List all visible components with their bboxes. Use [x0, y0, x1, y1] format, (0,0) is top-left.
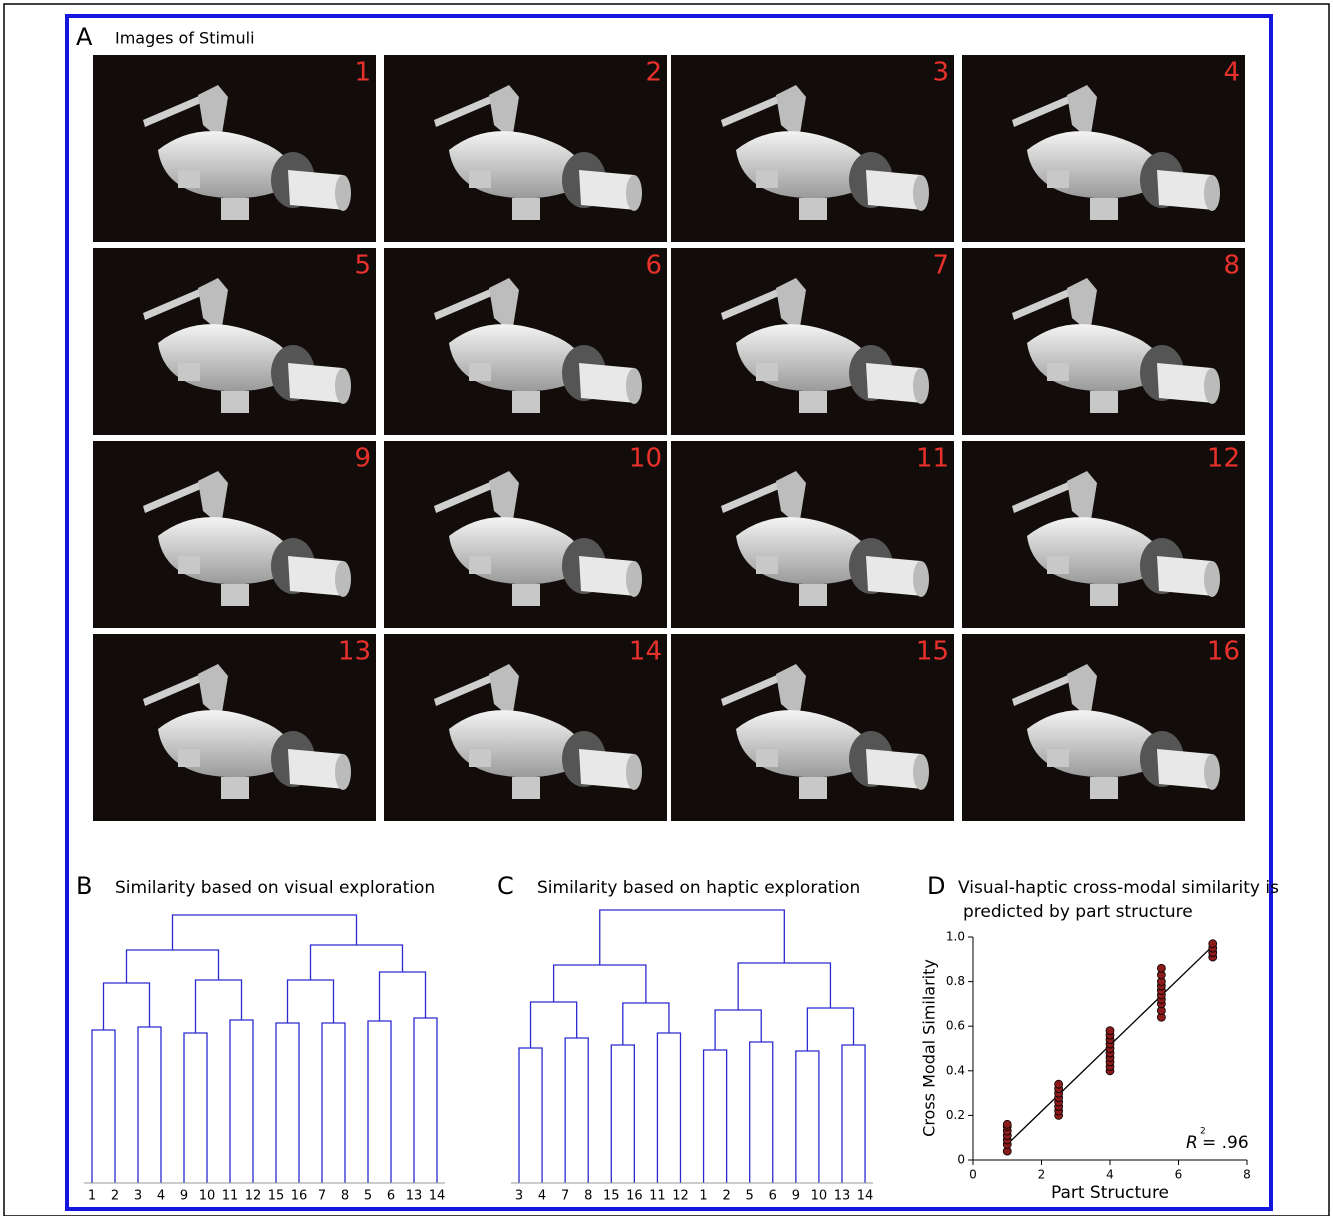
image-number: 2	[645, 58, 662, 88]
leaf-label: 8	[341, 1189, 349, 1204]
image-number: 6	[645, 251, 662, 281]
leaf-label: 9	[792, 1189, 800, 1204]
chart-title: Visual-haptic cross-modal similarity is	[958, 878, 1279, 898]
leaf-label: 7	[318, 1189, 326, 1204]
data-point	[1157, 964, 1165, 972]
leaf-label: 1	[88, 1189, 96, 1204]
stimulus-image	[962, 634, 1245, 821]
leaf-label: 7	[561, 1189, 569, 1204]
stimulus-image	[962, 441, 1245, 628]
panel-title: Similarity based on visual exploration	[115, 878, 435, 898]
stimulus-image	[384, 634, 667, 821]
y-axis-label: Cross Modal Similarity	[920, 959, 939, 1137]
stimulus-image	[384, 55, 667, 242]
leaf-label: 16	[291, 1189, 308, 1204]
leaf-label: 15	[603, 1189, 620, 1204]
y-tick-label: 0	[957, 1153, 965, 1167]
stimulus-image	[93, 55, 376, 242]
stimulus-image	[962, 248, 1245, 435]
leaf-label: 2	[111, 1189, 119, 1204]
image-number: 7	[932, 251, 949, 281]
x-axis-label: Part Structure	[1051, 1183, 1169, 1203]
stimulus-image	[93, 634, 376, 821]
leaf-label: 10	[811, 1189, 828, 1204]
image-number: 10	[629, 444, 662, 474]
panel-label: D	[927, 872, 945, 900]
leaf-label: 8	[584, 1189, 592, 1204]
leaf-label: 13	[406, 1189, 423, 1204]
leaf-label: 3	[134, 1189, 142, 1204]
image-number: 8	[1223, 251, 1240, 281]
stimulus-image	[671, 634, 954, 821]
leaf-label: 12	[245, 1189, 262, 1204]
x-tick-label: 4	[1106, 1168, 1114, 1182]
figure: A Images of Stimuli B Similarity based o…	[0, 0, 1333, 1216]
panel-title: Similarity based on haptic exploration	[537, 878, 860, 898]
stimulus-image	[671, 248, 954, 435]
leaf-label: 5	[746, 1189, 754, 1204]
image-number: 5	[354, 251, 371, 281]
leaf-label: 15	[268, 1189, 285, 1204]
data-point	[1209, 940, 1217, 948]
image-number: 3	[932, 58, 949, 88]
leaf-label: 11	[222, 1189, 239, 1204]
leaf-label: 14	[429, 1189, 446, 1204]
image-number: 14	[629, 637, 662, 667]
y-tick-label: 0.6	[946, 1019, 965, 1033]
panel-label: B	[76, 872, 92, 900]
leaf-label: 4	[538, 1189, 546, 1204]
data-point	[1003, 1120, 1011, 1128]
y-tick-label: 0.4	[946, 1063, 965, 1077]
leaf-label: 9	[180, 1189, 188, 1204]
leaf-label: 10	[199, 1189, 216, 1204]
y-tick-label: 1.0	[946, 930, 965, 944]
stimulus-image	[384, 248, 667, 435]
data-point	[1106, 1027, 1114, 1035]
image-number: 13	[338, 637, 371, 667]
leaf-label: 12	[672, 1189, 689, 1204]
x-tick-label: 0	[969, 1168, 977, 1182]
dendrogram	[92, 915, 437, 1183]
annotation: R	[1186, 1133, 1198, 1153]
image-number: 15	[916, 637, 949, 667]
annotation: = .96	[1202, 1133, 1249, 1153]
leaf-label: 16	[626, 1189, 643, 1204]
x-tick-label: 6	[1175, 1168, 1183, 1182]
panel-label: C	[497, 872, 514, 900]
data-point	[1055, 1080, 1063, 1088]
leaf-label: 6	[769, 1189, 777, 1204]
image-number: 9	[354, 444, 371, 474]
y-tick-label: 0.8	[946, 974, 965, 988]
stimulus-image	[384, 441, 667, 628]
stimulus-image	[671, 55, 954, 242]
stimulus-image	[962, 55, 1245, 242]
stimulus-image	[671, 441, 954, 628]
image-number: 1	[354, 58, 371, 88]
image-number: 4	[1223, 58, 1240, 88]
leaf-label: 13	[834, 1189, 851, 1204]
stimulus-image	[93, 441, 376, 628]
y-tick-label: 0.2	[946, 1108, 965, 1122]
panel-label: A	[76, 23, 93, 51]
x-tick-label: 8	[1243, 1168, 1251, 1182]
chart-title: predicted by part structure	[963, 902, 1193, 922]
leaf-label: 2	[722, 1189, 730, 1204]
leaf-label: 1	[699, 1189, 707, 1204]
dendrogram	[519, 910, 865, 1183]
leaf-label: 11	[649, 1189, 666, 1204]
image-number: 11	[916, 444, 949, 474]
leaf-label: 4	[157, 1189, 165, 1204]
image-number: 16	[1207, 637, 1240, 667]
leaf-label: 14	[857, 1189, 874, 1204]
leaf-label: 5	[364, 1189, 372, 1204]
stimulus-image	[93, 248, 376, 435]
x-tick-label: 2	[1038, 1168, 1046, 1182]
leaf-label: 6	[387, 1189, 395, 1204]
image-number: 12	[1207, 444, 1240, 474]
leaf-label: 3	[515, 1189, 523, 1204]
panel-title: Images of Stimuli	[115, 29, 255, 48]
page: {"panel_a":{"label":"A","title":"Images …	[0, 0, 1333, 1216]
